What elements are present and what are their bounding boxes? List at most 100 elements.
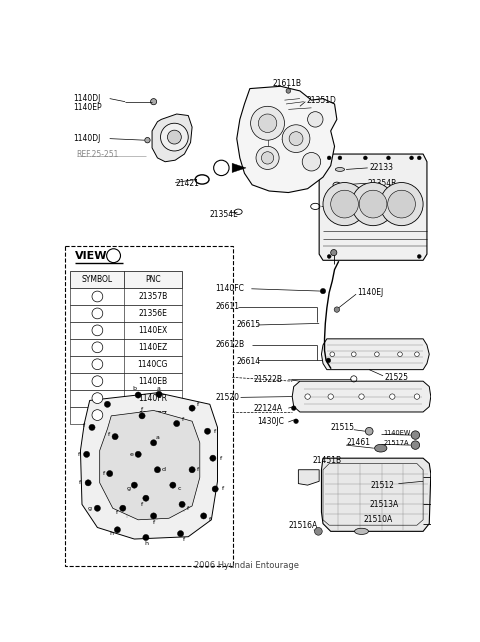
Text: f: f: [214, 429, 216, 434]
Circle shape: [390, 394, 395, 399]
Circle shape: [258, 114, 277, 132]
Text: 21611B: 21611B: [273, 79, 302, 88]
Circle shape: [170, 482, 176, 488]
Circle shape: [386, 156, 390, 160]
Text: 21516A: 21516A: [288, 521, 318, 530]
Circle shape: [155, 467, 160, 473]
Polygon shape: [71, 305, 182, 322]
Text: f: f: [183, 537, 185, 542]
Circle shape: [338, 156, 342, 160]
Circle shape: [417, 254, 421, 258]
Text: 21356E: 21356E: [138, 309, 167, 318]
Circle shape: [143, 534, 149, 541]
Polygon shape: [71, 406, 182, 424]
Circle shape: [135, 451, 141, 457]
Circle shape: [374, 352, 379, 356]
Text: PNC: PNC: [145, 275, 161, 284]
Circle shape: [189, 405, 195, 412]
Circle shape: [417, 156, 421, 160]
Text: f: f: [103, 471, 105, 476]
Circle shape: [168, 130, 181, 144]
Text: 1140FC: 1140FC: [215, 284, 244, 293]
Text: SYMBOL: SYMBOL: [82, 275, 113, 284]
Text: a: a: [156, 435, 159, 440]
Circle shape: [160, 123, 188, 151]
Polygon shape: [81, 393, 217, 539]
Text: g: g: [88, 506, 92, 511]
Circle shape: [398, 352, 402, 356]
Circle shape: [294, 419, 299, 424]
Text: 21512: 21512: [371, 481, 395, 490]
Polygon shape: [71, 356, 182, 373]
Circle shape: [179, 501, 185, 507]
Text: 26612B: 26612B: [215, 340, 244, 349]
Circle shape: [365, 428, 373, 435]
Circle shape: [411, 441, 420, 449]
Text: g: g: [126, 487, 130, 492]
Circle shape: [84, 451, 90, 457]
Text: f: f: [141, 502, 143, 507]
Circle shape: [302, 153, 321, 171]
Circle shape: [314, 528, 322, 535]
Text: 2006 Hyundai Entourage: 2006 Hyundai Entourage: [193, 562, 299, 571]
Circle shape: [85, 480, 91, 486]
Circle shape: [178, 530, 184, 537]
Text: f: f: [100, 398, 102, 403]
Polygon shape: [237, 86, 337, 193]
Circle shape: [409, 156, 413, 160]
Text: 21451B: 21451B: [313, 456, 342, 465]
Circle shape: [320, 288, 326, 294]
Text: A: A: [218, 164, 224, 173]
Circle shape: [414, 394, 420, 399]
Text: 1140EX: 1140EX: [138, 326, 168, 335]
Circle shape: [189, 467, 195, 473]
Text: 22124A: 22124A: [254, 404, 283, 413]
Circle shape: [92, 308, 103, 319]
Polygon shape: [71, 271, 182, 288]
Circle shape: [92, 342, 103, 352]
Circle shape: [286, 89, 291, 93]
Circle shape: [359, 190, 387, 218]
Circle shape: [262, 152, 274, 164]
Circle shape: [380, 182, 423, 225]
Circle shape: [143, 495, 149, 501]
Circle shape: [327, 254, 331, 258]
Circle shape: [359, 394, 364, 399]
Polygon shape: [71, 390, 182, 406]
Circle shape: [251, 107, 285, 140]
Text: 1140EZ: 1140EZ: [138, 343, 168, 352]
Polygon shape: [71, 322, 182, 339]
Polygon shape: [71, 373, 182, 390]
Text: 21513A: 21513A: [369, 500, 398, 509]
Circle shape: [327, 156, 331, 160]
Text: 1430JC: 1430JC: [258, 417, 285, 426]
Circle shape: [92, 325, 103, 336]
Polygon shape: [299, 470, 319, 485]
Circle shape: [151, 440, 156, 446]
Text: d: d: [95, 344, 99, 351]
Polygon shape: [232, 163, 246, 173]
Circle shape: [139, 413, 145, 419]
Polygon shape: [322, 458, 431, 532]
Text: 26611: 26611: [215, 302, 239, 311]
Text: c: c: [96, 327, 99, 333]
Text: 1140DJ: 1140DJ: [73, 134, 100, 143]
FancyBboxPatch shape: [65, 247, 233, 566]
Text: REF.25-251: REF.25-251: [77, 150, 119, 159]
Text: 21357B: 21357B: [138, 292, 168, 301]
Text: 21351D: 21351D: [306, 96, 336, 105]
Circle shape: [305, 394, 310, 399]
Text: 21354R: 21354R: [368, 179, 397, 188]
Text: a: a: [95, 293, 99, 299]
Text: f: f: [197, 402, 199, 407]
Text: 1140EB: 1140EB: [138, 377, 168, 386]
Text: f: f: [187, 506, 189, 511]
Polygon shape: [152, 114, 192, 162]
Text: 1140CG: 1140CG: [138, 360, 168, 369]
Circle shape: [308, 112, 323, 127]
Text: 21461: 21461: [346, 438, 370, 447]
Text: VIEW: VIEW: [75, 250, 108, 261]
Text: f: f: [83, 423, 85, 428]
Circle shape: [331, 190, 359, 218]
Text: f: f: [153, 519, 155, 525]
